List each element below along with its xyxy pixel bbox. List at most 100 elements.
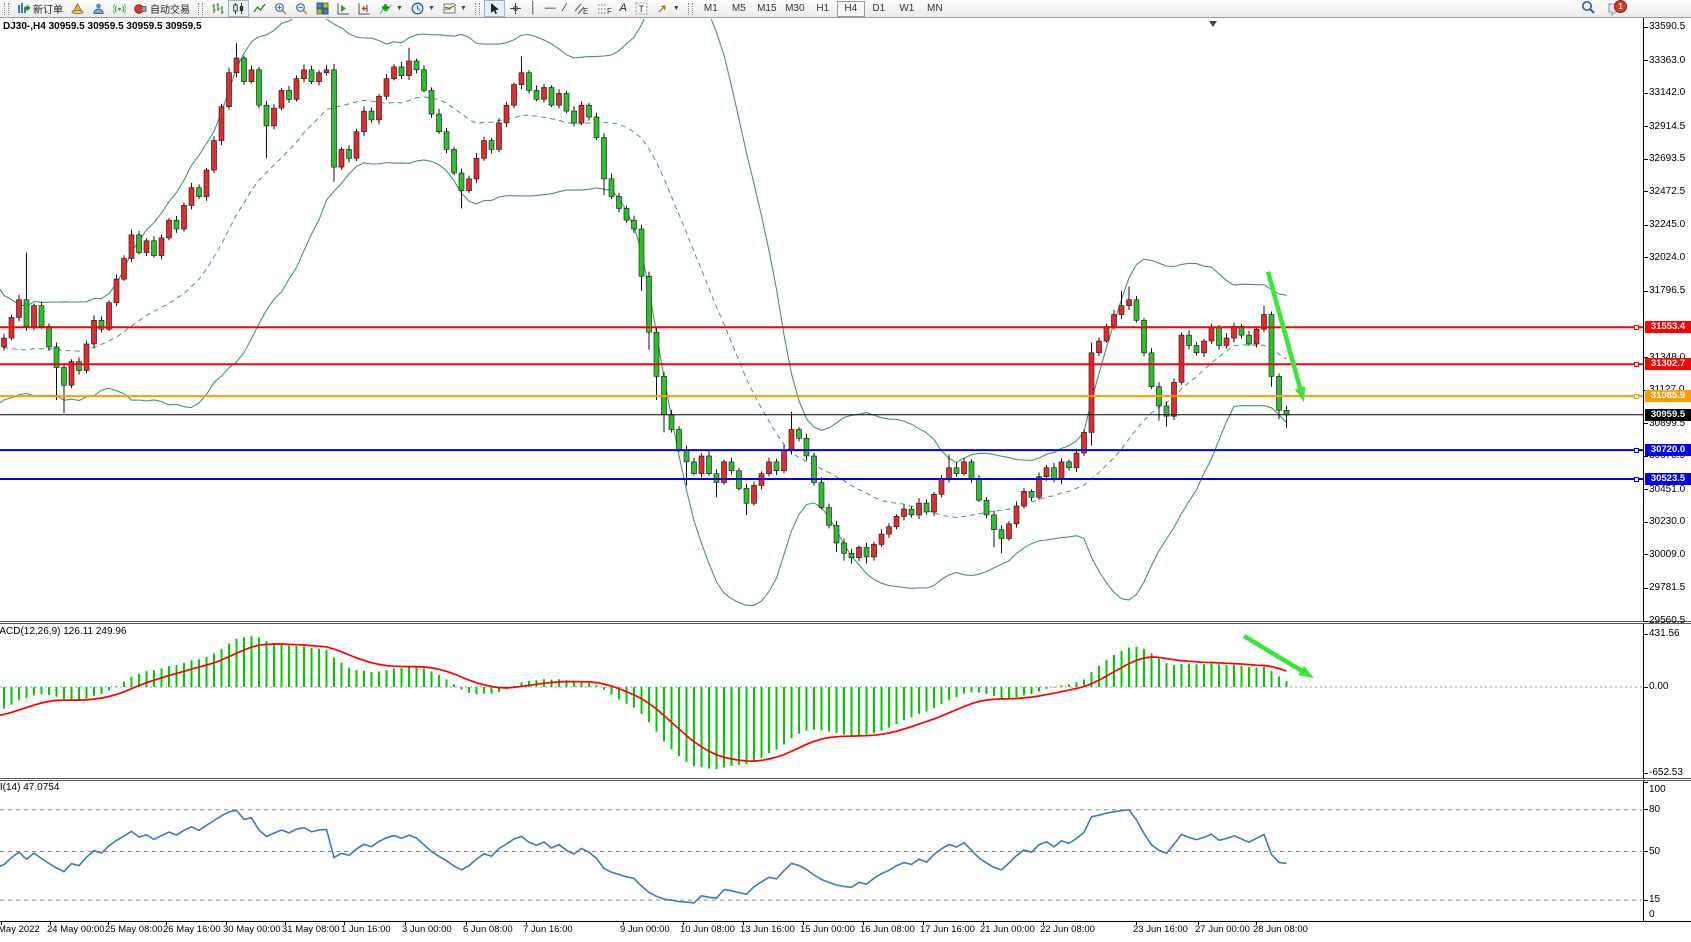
- time-tick-label: 26 May 16:00: [163, 924, 221, 935]
- cursor-icon: [488, 2, 501, 15]
- price-tick-mark: [1644, 423, 1648, 425]
- time-tick-label: 6 Jun 08:00: [463, 924, 513, 935]
- toolbar-grip[interactable]: [4, 2, 9, 15]
- auto-scroll-button[interactable]: [333, 0, 354, 17]
- time-tick-mark: [466, 921, 467, 925]
- hline-price-label[interactable]: 30523.5: [1645, 473, 1691, 486]
- hline-price-label[interactable]: 31085.9: [1645, 390, 1691, 403]
- hline-anchor[interactable]: [1634, 476, 1639, 482]
- periods-button[interactable]: ▼: [407, 0, 439, 17]
- candlestick-chart-button[interactable]: [228, 0, 249, 17]
- bar-chart-button[interactable]: [207, 0, 228, 17]
- timeframe-w1[interactable]: W1: [899, 2, 915, 14]
- equidistant-channel-tool[interactable]: E: [570, 0, 593, 17]
- time-tick-mark: [1136, 921, 1137, 925]
- rsi-tick-label: 15: [1649, 894, 1661, 906]
- timeframe-m1[interactable]: M1: [703, 2, 718, 14]
- autotrading-button[interactable]: 自动交易: [130, 0, 194, 17]
- fibonacci-icon: F: [597, 2, 612, 15]
- hline-price-label[interactable]: 30720.0: [1645, 444, 1691, 457]
- price-axis[interactable]: [1643, 18, 1644, 921]
- timeframe-h4[interactable]: H4: [836, 0, 865, 17]
- chart-plot[interactable]: [0, 18, 1691, 942]
- indicators-button[interactable]: ▼: [375, 0, 407, 17]
- arrows-icon: [656, 2, 669, 15]
- new-order-icon: [17, 2, 30, 15]
- clock-icon: [411, 2, 424, 15]
- template-icon: [443, 2, 456, 15]
- pane-divider-macd[interactable]: [0, 621, 1691, 624]
- hline-anchor[interactable]: [1634, 324, 1639, 330]
- main-pane: [0, 19, 1643, 606]
- time-tick-label: 30 May 00:00: [223, 924, 281, 935]
- fibonacci-tool[interactable]: F: [593, 0, 616, 17]
- text-label-tool[interactable]: T: [631, 0, 652, 17]
- macd-down-arrow: [1242, 634, 1305, 674]
- price-tick-label: 33590.5: [1649, 21, 1686, 32]
- timeframe-m15[interactable]: M15: [757, 2, 777, 14]
- svg-text:F: F: [607, 7, 612, 15]
- macd-tick-mark: [1644, 633, 1648, 635]
- price-tick-label: 32914.5: [1649, 120, 1686, 132]
- macd-label: MACD(12,26,9) 126.11 249.96: [0, 626, 127, 637]
- timeframe-m30[interactable]: M30: [785, 2, 805, 14]
- price-tick-label: 32245.0: [1649, 219, 1686, 231]
- macd-tick-label: -652.53: [1649, 767, 1683, 778]
- text-tool[interactable]: A: [616, 0, 631, 17]
- profiles-button[interactable]: [88, 0, 109, 17]
- trendline-tool[interactable]: ∕: [560, 0, 570, 17]
- time-tick-label: 9 Jun 00:00: [620, 924, 670, 935]
- timeframe-m5[interactable]: M5: [731, 2, 746, 14]
- hline-anchor[interactable]: [1634, 393, 1639, 399]
- pane-divider-rsi[interactable]: [0, 778, 1691, 781]
- zoom-in-button[interactable]: [270, 0, 291, 17]
- bollinger-upper-band: [0, 19, 1287, 464]
- notifications-icon[interactable]: 1: [1607, 0, 1627, 16]
- time-tick-mark: [743, 921, 744, 925]
- macd-tick-mark: [1644, 686, 1648, 688]
- toolbar-grip[interactable]: [198, 2, 203, 15]
- main-toolbar: 新订单 自动交易: [0, 0, 1691, 18]
- chart-shift-button[interactable]: [354, 0, 375, 17]
- price-tick-mark: [1644, 489, 1648, 491]
- hline-anchor[interactable]: [1634, 447, 1639, 453]
- price-tick-label: 31796.5: [1649, 285, 1686, 297]
- cursor-tool-button[interactable]: [483, 0, 505, 17]
- line-chart-button[interactable]: [249, 0, 270, 17]
- search-icon[interactable]: [1581, 0, 1595, 17]
- time-tick-mark: [50, 921, 51, 925]
- arrows-tool-dropdown[interactable]: ▼: [652, 0, 684, 17]
- timeframe-mn[interactable]: MN: [927, 2, 943, 14]
- toolbar-grip[interactable]: [474, 2, 480, 15]
- price-tick-mark: [1644, 191, 1648, 193]
- hline-anchor[interactable]: [1634, 361, 1639, 367]
- wizard-button[interactable]: [67, 0, 88, 17]
- zoom-out-button[interactable]: [291, 0, 312, 17]
- templates-button[interactable]: ▼: [439, 0, 471, 17]
- trend-down-arrow: [1265, 271, 1304, 392]
- toolbar-grip[interactable]: [687, 2, 693, 15]
- signal-icon: [113, 2, 126, 15]
- vertical-line-tool[interactable]: │: [526, 0, 541, 17]
- horizontal-line-tool[interactable]: —: [541, 0, 560, 17]
- hline-price-label[interactable]: 30959.5: [1645, 408, 1691, 421]
- hline-price-label[interactable]: 31553.4: [1645, 321, 1691, 334]
- hline-price-label[interactable]: 31302.7: [1645, 358, 1691, 371]
- new-order-button[interactable]: 新订单: [13, 0, 67, 17]
- price-tick-label: 29560.5: [1649, 615, 1686, 626]
- vertical-line-icon: │: [529, 2, 537, 14]
- price-tick-mark: [1644, 455, 1648, 457]
- zoom-out-icon: [295, 2, 308, 15]
- time-tick-label: 27 Jun 00:00: [1195, 924, 1250, 935]
- rsi-label: RSI(14) 47.0754: [0, 782, 60, 793]
- timeframe-h1[interactable]: H1: [816, 2, 830, 14]
- rsi-tick-label: 50: [1649, 845, 1661, 857]
- chart-area[interactable]: [0, 18, 1691, 942]
- price-tick-mark: [1644, 158, 1648, 160]
- crosshair-tool-button[interactable]: [505, 0, 526, 17]
- tile-windows-button[interactable]: [312, 0, 333, 17]
- time-tick-label: 23 Jun 16:00: [1133, 924, 1188, 935]
- price-tick-mark: [1644, 620, 1648, 622]
- timeframe-d1[interactable]: D1: [872, 2, 886, 14]
- signals-button[interactable]: [109, 0, 130, 17]
